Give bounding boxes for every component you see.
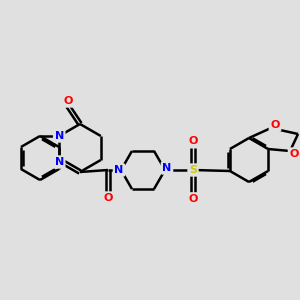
Text: O: O: [290, 149, 299, 159]
Text: O: O: [63, 96, 73, 106]
Text: O: O: [270, 120, 280, 130]
Text: S: S: [189, 165, 197, 175]
Text: O: O: [103, 193, 113, 203]
Text: N: N: [162, 163, 172, 173]
Text: O: O: [188, 194, 198, 204]
Text: N: N: [114, 165, 124, 175]
Text: N: N: [55, 131, 64, 141]
Text: N: N: [55, 157, 64, 167]
Text: O: O: [188, 136, 198, 146]
